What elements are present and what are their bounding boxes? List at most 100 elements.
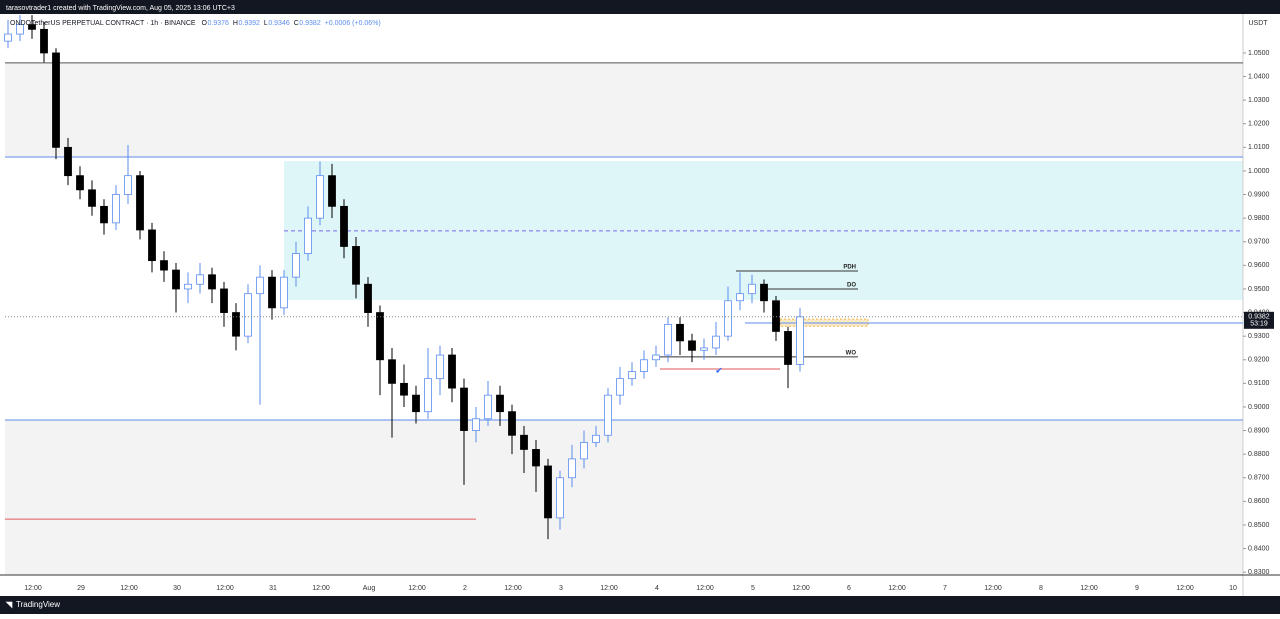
candle-body <box>436 354 444 380</box>
candle-body <box>136 175 144 231</box>
level-label: WO <box>846 351 857 357</box>
candle-body <box>484 394 492 420</box>
y-tick-label: 0.9900 <box>1248 191 1270 198</box>
candle-body <box>748 283 756 295</box>
candle-body <box>760 283 768 302</box>
y-tick-label: 0.8800 <box>1248 451 1270 458</box>
last-price-box <box>1244 311 1274 329</box>
candle-body <box>664 323 672 356</box>
candle-body <box>700 347 708 351</box>
candle-body <box>796 316 804 365</box>
x-tick-label: 9 <box>1135 585 1139 592</box>
check-icon: ✔ <box>715 365 723 375</box>
credit: tarasovtrader1 created with TradingView.… <box>6 5 235 12</box>
y-tick-label: 0.8400 <box>1248 545 1270 552</box>
y-tick-label: 0.8900 <box>1248 427 1270 434</box>
y-tick-label: 1.0000 <box>1248 168 1270 175</box>
candle-body <box>448 354 456 389</box>
candle-body <box>580 441 588 460</box>
candle-body <box>316 175 324 219</box>
candle-body <box>352 246 360 285</box>
x-tick-label: 10 <box>1229 585 1237 592</box>
x-tick-label: 5 <box>751 585 755 592</box>
y-tick-label: 0.9500 <box>1248 286 1270 293</box>
x-tick-label: 12:00 <box>1176 585 1194 592</box>
y-tick-label: 0.9200 <box>1248 357 1270 364</box>
candle-body <box>184 283 192 290</box>
x-tick-label: 30 <box>173 585 181 592</box>
candle-body <box>676 323 684 342</box>
x-tick-label: 12:00 <box>312 585 330 592</box>
candle-body <box>40 28 48 54</box>
candle-body <box>592 434 600 443</box>
bottom-bar <box>0 596 1280 614</box>
x-tick-label: 12:00 <box>1080 585 1098 592</box>
x-tick-label: 7 <box>943 585 947 592</box>
x-tick-label: 12:00 <box>120 585 138 592</box>
candle-body <box>388 359 396 384</box>
ohlc-value: 0.9346 <box>268 20 290 27</box>
x-tick-label: 12:00 <box>792 585 810 592</box>
candle-body <box>688 340 696 351</box>
candle-body <box>28 24 36 30</box>
candle-body <box>640 359 648 372</box>
candle-body <box>724 300 732 337</box>
x-tick-label: 4 <box>655 585 659 592</box>
zone <box>5 62 1243 158</box>
x-tick-label: 29 <box>77 585 85 592</box>
candle-body <box>784 331 792 365</box>
candle-body <box>520 434 528 450</box>
candle-body <box>364 283 372 313</box>
candle-body <box>508 411 516 436</box>
y-axis-label: USDT <box>1248 20 1268 27</box>
candle-body <box>736 293 744 302</box>
candle-body <box>556 477 564 519</box>
footer: TradingView <box>16 600 60 609</box>
x-tick-label: 6 <box>847 585 851 592</box>
candle-body <box>604 394 612 436</box>
candle-body <box>148 229 156 262</box>
candle-body <box>220 288 228 313</box>
ohlc-key: H <box>233 20 238 27</box>
ohlc-key: O <box>202 20 208 27</box>
candle-body <box>712 335 720 349</box>
y-tick-label: 0.9300 <box>1248 333 1270 340</box>
candle-body <box>652 354 660 361</box>
candle-body <box>160 260 168 271</box>
candle-body <box>532 449 540 467</box>
y-tick-label: 0.9700 <box>1248 239 1270 246</box>
candle-body <box>100 205 108 224</box>
change: +0.0006 (+0.06%) <box>325 20 381 27</box>
y-tick-label: 1.0400 <box>1248 73 1270 80</box>
candle-body <box>76 175 84 191</box>
candle-body <box>208 274 216 290</box>
candle-body <box>568 458 576 479</box>
ohlc-value: 0.9376 <box>208 20 230 27</box>
candle-body <box>232 312 240 337</box>
candle-body <box>112 194 120 224</box>
candle-body <box>88 189 96 207</box>
x-tick-label: 12:00 <box>984 585 1002 592</box>
candle-body <box>772 300 780 332</box>
x-tick-label: Aug <box>363 585 376 592</box>
x-tick-label: 12:00 <box>504 585 522 592</box>
candle-body <box>376 312 384 361</box>
candle-body <box>196 274 204 285</box>
candle-body <box>328 175 336 207</box>
x-tick-label: 12:00 <box>696 585 714 592</box>
y-tick-label: 1.0300 <box>1248 97 1270 104</box>
x-tick-label: 12:00 <box>24 585 42 592</box>
candle-body <box>124 175 132 195</box>
candle-body <box>628 371 636 380</box>
candle-body <box>16 24 24 35</box>
x-tick-label: 8 <box>1039 585 1043 592</box>
y-tick-label: 0.8500 <box>1248 522 1270 529</box>
candle-body <box>280 276 288 309</box>
x-tick-label: 3 <box>559 585 563 592</box>
candle-body <box>472 418 480 431</box>
chart-title: ONDOTetherUS PERPETUAL CONTRACT · 1h · B… <box>10 20 196 27</box>
y-tick-label: 0.9600 <box>1248 262 1270 269</box>
candle-body <box>544 465 552 519</box>
candle-body <box>4 33 12 42</box>
